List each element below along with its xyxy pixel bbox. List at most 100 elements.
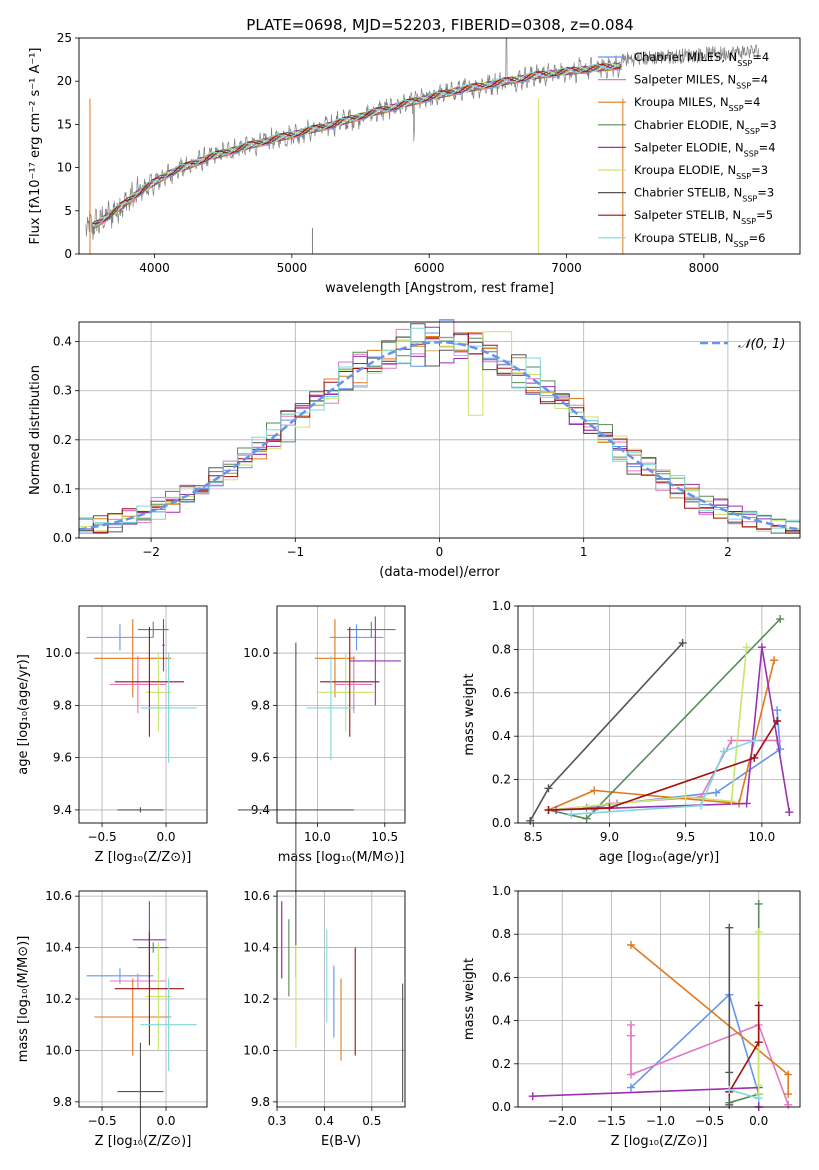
y-axis-label: mass weight [462,673,477,755]
errorbar-point [109,655,167,714]
y-tick-label: 20 [57,74,72,88]
histogram-series [79,327,800,529]
y-tick-label: 0.6 [492,686,511,700]
x-tick-label: 6000 [414,261,445,275]
weight-point-marker [626,1083,635,1092]
weight-point-marker [696,801,705,810]
errorbar-point [94,619,172,698]
errorbar-point [162,619,165,672]
x-tick-label: −0.5 [695,1114,724,1128]
x-axis-label: E(B-V) [321,1134,361,1149]
axes-frame [78,37,801,255]
y-tick-label: 0.8 [492,927,511,941]
model-spectrum-line [92,63,622,225]
axes-frame [78,890,208,1108]
y-tick-label: 0.0 [492,816,511,830]
weight-point-marker [582,814,591,823]
errorbar-point [117,1042,164,1141]
weight-series-line [548,720,778,811]
y-tick-label: 1.0 [492,599,511,613]
panel-weight-vs-Z: −2.0 −1.5 −1.0 −0.5 0.0 0.0 0.2 0.4 0.6 0.8 1.0 Z [… [462,884,801,1149]
weight-point-marker [784,1070,793,1079]
errorbar-point [140,978,197,1071]
x-tick-label: 0.0 [749,1114,768,1128]
errorbar-point [317,653,375,732]
weight-point-marker [526,816,535,825]
y-tick-label: 10.6 [243,889,270,903]
x-tick-label: 1 [580,545,588,559]
x-axis-label: mass [log₁₀(M/M⊙)] [278,850,405,865]
weight-point-marker [784,1100,793,1109]
legend-label: Chabrier ELODIE, NSSP=3 [634,118,777,136]
weight-point-marker [725,1100,734,1109]
figure-title: PLATE=0698, MJD=52203, FIBERID=0308, z=0… [246,16,633,34]
errorbar-point [347,621,396,638]
y-tick-label: 10.0 [243,1043,270,1057]
model-spectrum-line [92,62,622,231]
panel-spectrum: 4000 5000 6000 7000 8000 0 5 10 15 20 25 wavelength… [28,31,801,296]
weight-point-marker [544,784,553,793]
x-axis-label: Z [log₁₀(Z/Z⊙)] [611,1134,708,1149]
x-tick-label: 10.0 [304,830,331,844]
y-tick-label: 9.8 [53,698,72,712]
weight-point-marker [725,1085,734,1094]
errorbar-point [140,653,197,763]
x-tick-label: 2 [724,545,732,559]
plot-area [86,901,197,1141]
errorbar-point [334,655,373,714]
x-tick-label: −1.0 [646,1114,675,1128]
y-tick-label: 15 [57,117,72,131]
errorbar-point [114,932,184,1046]
plot-area [78,319,801,534]
errorbar-point [329,624,384,651]
panel-mass-vs-Z: −0.5 0.0 9.8 10.0 10.2 10.4 10.6 Z [log₁₀(Z/Z⊙)… [16,889,208,1149]
y-tick-label: 0.3 [53,384,72,398]
spectrum-legend: Chabrier MILES, NSSP=4 Salpeter MILES, NS… [598,50,777,248]
plot-area [86,619,197,813]
x-tick-label: 8000 [689,261,720,275]
y-tick-label: 0 [64,247,72,261]
histogram-series [79,323,800,533]
weight-series-line [556,647,791,813]
x-tick-label: −0.5 [87,830,116,844]
model-spectrum-line [92,65,622,225]
y-tick-label: 10.0 [45,1043,72,1057]
x-tick-label: −2.0 [548,1114,577,1128]
y-tick-label: 0.4 [53,335,72,349]
weight-point-marker [785,808,794,817]
weight-point-marker [754,899,763,908]
weight-series-line [729,1088,759,1100]
y-tick-label: 0.0 [53,531,72,545]
y-tick-label: 9.8 [251,698,270,712]
errorbar-point [306,655,356,761]
x-tick-label: 0.0 [156,1114,175,1128]
errorbar-point [314,619,356,698]
weight-point-marker [681,792,690,801]
y-tick-label: 1.0 [492,884,511,898]
weight-point-marker [725,923,734,932]
x-tick-label: 0 [436,545,444,559]
legend-label: Kroupa STELIB, NSSP=6 [634,231,765,249]
panels: 4000 5000 6000 7000 80000510152025wavelength… [16,31,801,1149]
legend-label: Salpeter STELIB, NSSP=5 [634,208,773,226]
y-axis-label: Normed distribution [28,365,43,495]
y-tick-label: 10.4 [243,941,270,955]
model-spectrum-line [92,62,622,229]
weight-point-marker [757,643,766,652]
errorbar-point [117,807,164,813]
y-tick-label: 0.1 [53,482,72,496]
weight-point-marker [750,736,759,745]
legend-label: Chabrier STELIB, NSSP=3 [634,186,774,204]
model-spectrum-line [92,62,622,227]
legend-label: Kroupa MILES, NSSP=4 [634,95,760,113]
weight-point-marker [605,803,614,812]
axes-frame [517,605,801,824]
y-tick-label: 10.2 [45,992,72,1006]
model-spectrum-line [92,63,622,224]
weight-point-marker [750,753,759,762]
y-tick-label: 10.4 [45,941,72,955]
panel-residuals: −2 −1 0 1 2 0.0 0.1 0.2 0.3 0.4 (data-model)/error… [28,319,801,580]
weight-point-marker [626,1070,635,1079]
